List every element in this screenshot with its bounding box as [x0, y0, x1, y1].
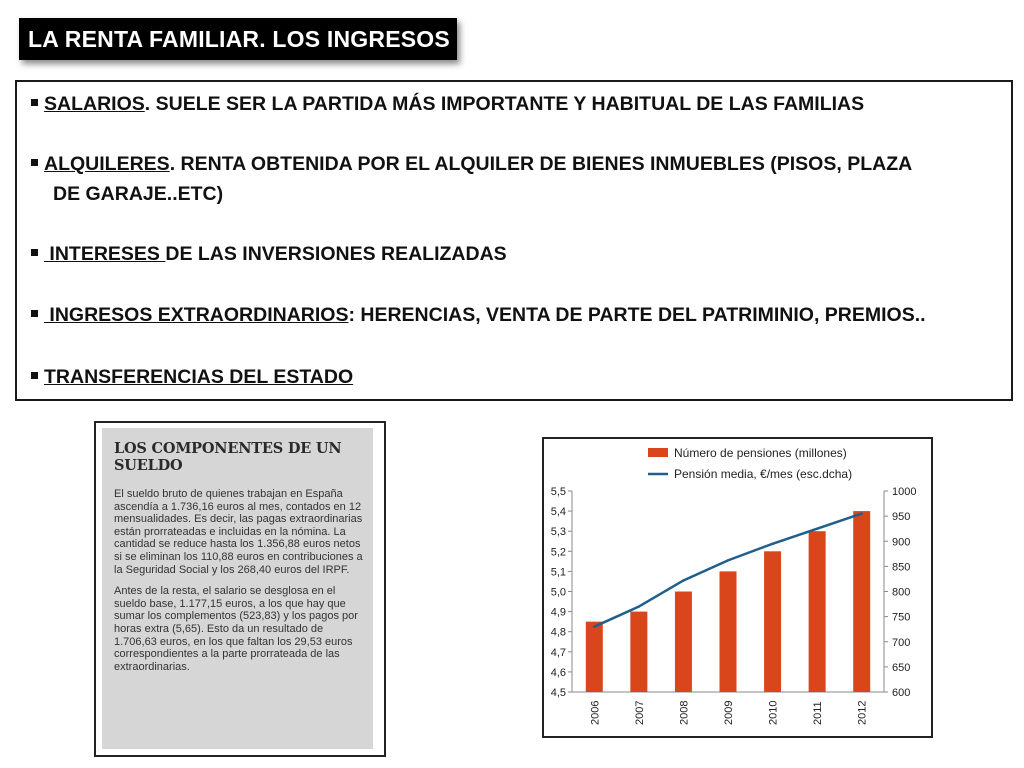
desc-ingresos-extra: : HERENCIAS, VENTA DE PARTE DEL PATRIMIN… [348, 304, 926, 326]
bar-2006 [585, 621, 603, 692]
line-point-2006 [593, 625, 596, 628]
line-point-2010 [771, 542, 774, 545]
bar-2010 [764, 551, 782, 692]
pensions-chart: Número de pensiones (millones) Pensión me… [542, 437, 933, 738]
article-paragraph-1: El sueldo bruto de quienes trabajan en E… [114, 488, 363, 576]
slide-title: LA RENTA FAMILIAR. LOS INGRESOS [19, 18, 457, 60]
bar-2011 [808, 531, 826, 692]
term-salarios: SALARIOS [44, 93, 145, 115]
bar-2007 [630, 611, 648, 692]
x-tick-label: 2006 [589, 701, 601, 725]
x-tick-label: 2008 [678, 701, 690, 725]
y-left-tick-label: 4,6 [551, 667, 566, 679]
article-clipping: LOS COMPONENTES DE UN SUELDO El sueldo b… [102, 428, 373, 749]
line-point-2012 [860, 512, 863, 515]
line-point-2011 [815, 527, 819, 530]
y-left-tick-label: 4,7 [551, 647, 566, 659]
list-item-transferencias: TRANSFERENCIAS DEL ESTADO [29, 362, 353, 392]
desc-alquileres: . RENTA OBTENIDA POR EL ALQUILER DE BIEN… [169, 153, 913, 175]
bullet-square-icon [31, 99, 38, 107]
article-title: LOS COMPONENTES DE UN SUELDO [114, 440, 342, 474]
desc-intereses: DE LAS INVERSIONES REALIZADAS [165, 243, 507, 265]
bullet-square-icon [31, 372, 38, 380]
y-right-tick-label: 800 [892, 587, 910, 599]
y-right-tick-label: 600 [892, 687, 910, 699]
y-left-tick-label: 5,0 [551, 587, 566, 599]
term-alquileres: ALQUILERES [44, 153, 170, 175]
bullet-square-icon [31, 159, 38, 167]
y-left-tick-label: 5,1 [551, 566, 566, 578]
y-left-tick-label: 5,2 [551, 546, 566, 558]
y-right-tick-label: 750 [892, 612, 910, 624]
term-transferencias: TRANSFERENCIAS DEL ESTADO [44, 366, 354, 388]
bullet-square-icon [31, 310, 38, 318]
x-tick-label: 2009 [723, 701, 735, 725]
list-item-intereses: INTERESES DE LAS INVERSIONES REALIZADAS [29, 239, 507, 269]
legend-label: Pensión media, €/mes (esc.dcha) [674, 467, 852, 481]
x-tick-label: 2011 [812, 701, 824, 725]
y-right-tick-label: 850 [892, 561, 910, 573]
y-left-tick-label: 5,3 [551, 526, 566, 538]
y-left-tick-label: 5,4 [551, 506, 566, 518]
line-point-2007 [637, 605, 641, 608]
bar-2008 [674, 591, 692, 692]
y-left-tick-label: 4,8 [551, 627, 566, 639]
y-right-tick-label: 700 [892, 637, 910, 649]
bar-2009 [719, 571, 737, 692]
y-left-tick-label: 4,5 [551, 687, 566, 699]
y-right-tick-label: 950 [892, 511, 910, 523]
income-list: SALARIOS. SUELE SER LA PARTIDA MÁS IMPOR… [15, 80, 1013, 401]
legend-bar-swatch [648, 448, 668, 457]
term-intereses: INTERESES [44, 243, 166, 265]
list-item-alquileres: ALQUILERES. RENTA OBTENIDA POR EL ALQUIL… [29, 149, 912, 179]
list-item-ingresos-extra: INGRESOS EXTRAORDINARIOS: HERENCIAS, VEN… [29, 300, 926, 330]
x-tick-label: 2012 [857, 701, 869, 725]
y-right-tick-label: 1000 [892, 486, 916, 498]
bar-2012 [853, 511, 871, 692]
y-right-tick-label: 900 [892, 536, 910, 548]
y-left-tick-label: 4,9 [551, 607, 566, 619]
y-left-tick-label: 5,5 [551, 486, 566, 498]
term-ingresos-extra: INGRESOS EXTRAORDINARIOS [44, 304, 349, 326]
x-tick-label: 2007 [634, 701, 646, 725]
legend-label: Número de pensiones (millones) [674, 446, 847, 460]
x-tick-label: 2010 [768, 701, 780, 725]
desc-alquileres-cont: DE GARAJE..ETC) [53, 183, 224, 205]
bullet-square-icon [31, 249, 38, 257]
desc-salarios: . SUELE SER LA PARTIDA MÁS IMPORTANTE Y … [144, 93, 865, 115]
salary-article-image: LOS COMPONENTES DE UN SUELDO El sueldo b… [94, 421, 386, 757]
article-paragraph-2: Antes de la resta, el salario se desglos… [114, 585, 358, 673]
y-right-tick-label: 650 [892, 662, 910, 674]
pensions-chart-svg: Número de pensiones (millones) Pensión me… [551, 446, 917, 725]
line-point-2008 [682, 579, 685, 582]
list-item-salarios: SALARIOS. SUELE SER LA PARTIDA MÁS IMPOR… [29, 89, 864, 119]
line-point-2009 [726, 559, 730, 562]
